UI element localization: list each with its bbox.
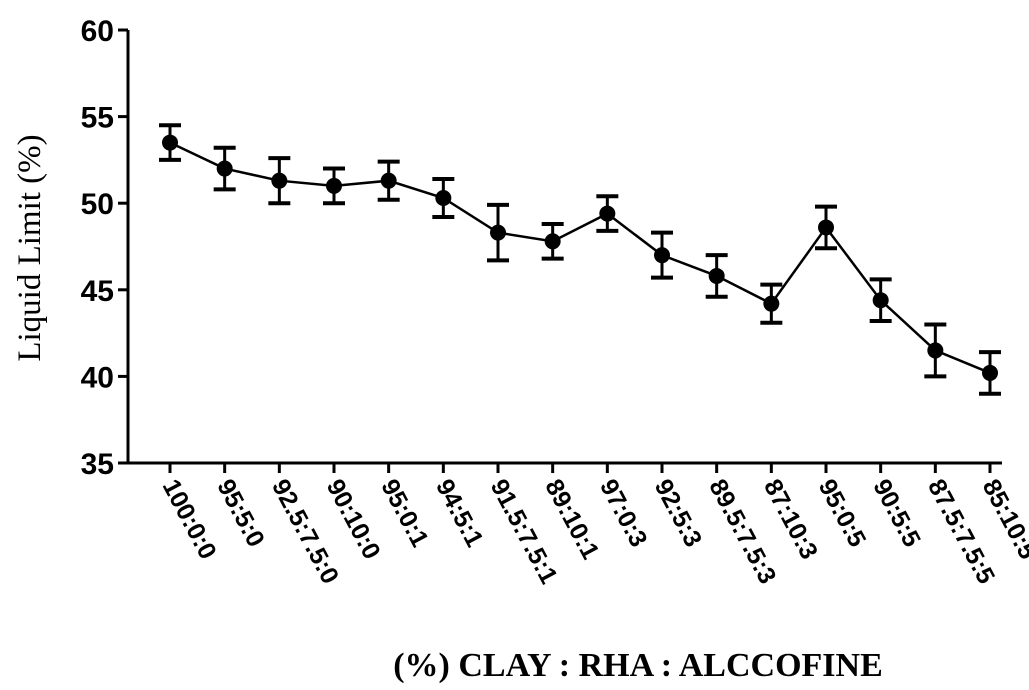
data-point bbox=[326, 177, 342, 194]
data-point bbox=[162, 134, 178, 151]
y-tick-label: 60 bbox=[81, 15, 114, 48]
data-point bbox=[544, 233, 561, 250]
y-axis-label: Liquid Limit (%) bbox=[12, 134, 48, 361]
x-tick-label: 92:5:3 bbox=[649, 475, 708, 552]
x-tick-label: 95:0:1 bbox=[375, 475, 434, 552]
data-point bbox=[490, 224, 506, 241]
x-axis: 100:0:095:5:092.5:7.5:090:10:095:0:194:5… bbox=[128, 461, 1029, 589]
data-point bbox=[982, 364, 998, 381]
data-point bbox=[872, 292, 889, 309]
data-point bbox=[654, 247, 670, 264]
y-tick-label: 55 bbox=[81, 102, 114, 135]
data-point bbox=[435, 190, 452, 207]
data-point bbox=[380, 172, 397, 189]
data-point bbox=[927, 342, 944, 359]
y-axis: 35 40 45 50 55 60 bbox=[81, 15, 130, 481]
x-tick-label: 90:5:5 bbox=[867, 475, 926, 552]
data-point bbox=[708, 267, 725, 284]
y-tick-label: 35 bbox=[81, 448, 114, 481]
x-tick-label: 95:5:0 bbox=[211, 475, 270, 552]
x-tick-label: 94:5:1 bbox=[430, 475, 489, 552]
series-line bbox=[169, 141, 991, 375]
y-tick-label: 50 bbox=[81, 188, 114, 221]
data-point bbox=[271, 172, 288, 189]
x-tick-label: 95:0:5 bbox=[813, 475, 872, 552]
data-point bbox=[216, 160, 233, 177]
data-point bbox=[763, 295, 780, 312]
y-tick-label: 45 bbox=[81, 275, 114, 308]
x-axis-label: (%) CLAY : RHA : ALCCOFINE bbox=[393, 647, 883, 684]
y-tick-label: 40 bbox=[81, 361, 114, 394]
data-point bbox=[818, 219, 834, 236]
series-liquid-limit bbox=[159, 123, 1001, 396]
x-tick-label: 97:0:3 bbox=[594, 475, 653, 552]
data-point bbox=[599, 205, 616, 222]
